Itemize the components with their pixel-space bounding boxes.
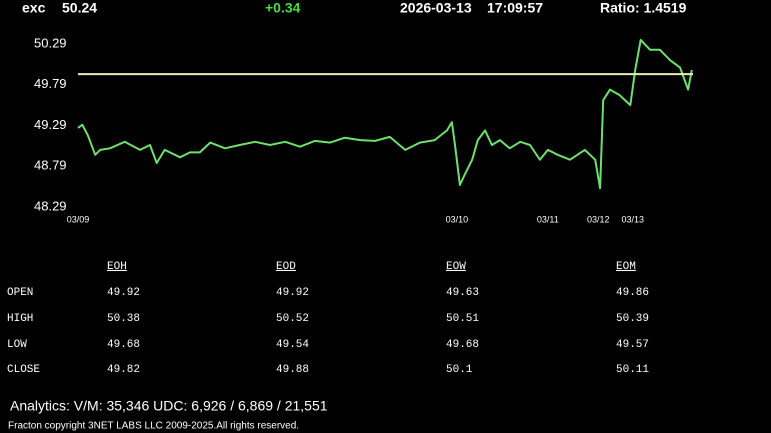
cell: 50.11 — [616, 364, 649, 376]
cell: 50.51 — [446, 313, 479, 325]
column-header: EOW — [446, 261, 466, 273]
cell: 49.54 — [276, 339, 309, 351]
date: 2026-03-13 — [400, 0, 472, 16]
x-tick-label: 03/11 — [537, 214, 559, 224]
cell: 49.68 — [446, 339, 479, 351]
y-tick-label: 48.79 — [34, 158, 67, 173]
y-tick-label: 49.29 — [34, 117, 67, 132]
cell: 49.92 — [276, 287, 309, 299]
x-tick-label: 03/13 — [621, 214, 644, 224]
cell: 49.86 — [616, 287, 649, 299]
time: 17:09:57 — [487, 0, 543, 16]
x-tick-label: 03/09 — [67, 214, 90, 224]
analytics: Analytics: V/M: 35,346 UDC: 6,926 / 6,86… — [10, 398, 328, 414]
column-header: EOD — [276, 261, 296, 273]
row-label: LOW — [7, 339, 27, 351]
cell: 49.63 — [446, 287, 479, 299]
row-label: HIGH — [7, 313, 33, 325]
cell: 50.1 — [446, 364, 473, 376]
cell: 49.82 — [107, 364, 140, 376]
y-tick-label: 50.29 — [34, 35, 67, 50]
column-header: EOM — [616, 261, 636, 273]
ratio: Ratio: 1.4519 — [600, 0, 687, 16]
copyright: Fracton copyright 3NET LABS LLC 2009-202… — [8, 421, 299, 432]
y-tick-label: 49.79 — [34, 76, 67, 91]
cell: 49.92 — [107, 287, 140, 299]
y-tick-label: 48.29 — [34, 198, 67, 213]
row-label: OPEN — [7, 287, 33, 299]
cell: 50.38 — [107, 313, 140, 325]
symbol: exc — [22, 0, 46, 16]
price-line — [77, 38, 693, 190]
price: 50.24 — [62, 0, 97, 16]
x-tick-label: 03/10 — [446, 214, 469, 224]
change: +0.34 — [265, 0, 301, 16]
x-tick-label: 03/12 — [587, 214, 610, 224]
cell: 50.52 — [276, 313, 309, 325]
row-label: CLOSE — [7, 364, 40, 376]
cell: 49.68 — [107, 339, 140, 351]
column-header: EOH — [107, 261, 127, 273]
cell: 50.39 — [616, 313, 649, 325]
cell: 49.57 — [616, 339, 649, 351]
cell: 49.88 — [276, 364, 309, 376]
